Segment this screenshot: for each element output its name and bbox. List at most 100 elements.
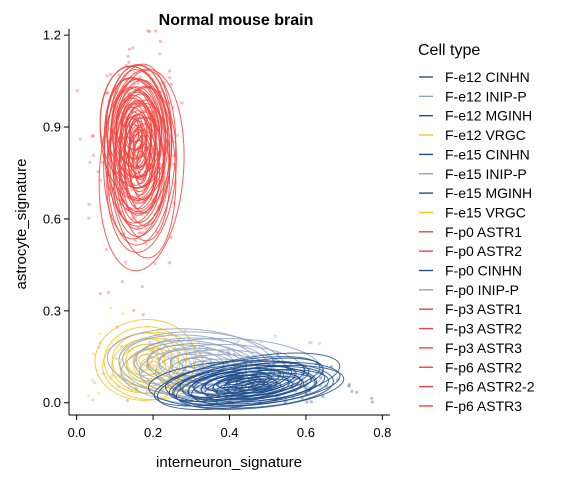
data-point	[109, 72, 113, 77]
density-contour	[215, 375, 305, 400]
density-contour	[124, 113, 152, 178]
data-point	[105, 91, 109, 95]
density-contour	[130, 144, 153, 196]
data-point	[140, 285, 144, 289]
data-point	[126, 54, 130, 59]
data-point	[180, 101, 184, 105]
data-point	[131, 46, 135, 50]
data-point	[168, 69, 172, 73]
legend-label: F-e15 VRGC	[445, 204, 526, 220]
data-point	[317, 342, 321, 346]
data-point	[169, 82, 173, 86]
legend-label: F-e15 MGINH	[445, 185, 532, 201]
data-point	[153, 261, 157, 266]
density-contour	[212, 372, 301, 397]
x-axis-title: interneuron_signature	[156, 454, 302, 471]
density-contour	[158, 349, 225, 377]
data-point	[124, 260, 128, 264]
data-point	[133, 238, 137, 242]
x-tick-label: 0.4	[220, 425, 238, 440]
data-point	[121, 312, 125, 316]
x-tick-label: 0.8	[373, 425, 391, 440]
data-point	[321, 394, 325, 399]
data-point	[120, 280, 125, 284]
data-point	[305, 400, 309, 404]
data-point	[138, 75, 142, 79]
legend-label: F-p3 ASTR2	[445, 321, 522, 337]
data-point	[350, 389, 354, 393]
density-contour	[168, 360, 306, 402]
data-point	[307, 341, 312, 345]
legend-label: F-e12 CINHN	[445, 69, 530, 85]
data-point	[91, 134, 95, 138]
data-point	[87, 216, 91, 220]
data-point	[132, 308, 136, 313]
legend-label: F-p6 ASTR2-2	[445, 379, 535, 395]
legend-label: F-p0 ASTR2	[445, 243, 522, 259]
data-point	[87, 202, 91, 206]
density-contour	[135, 155, 148, 185]
data-point	[309, 400, 313, 404]
density-contour	[181, 364, 293, 399]
data-point	[91, 153, 95, 157]
y-axis-ticks: 0.0 0.3 0.6 0.9 1.2	[43, 28, 69, 410]
legend-label: F-e15 CINHN	[445, 146, 530, 162]
density-contour	[238, 381, 282, 394]
legend-label: F-p3 ASTR3	[445, 340, 522, 356]
y-tick-label: 0.3	[43, 303, 61, 318]
data-point	[158, 39, 162, 44]
density-contour	[204, 372, 316, 403]
data-point	[129, 188, 134, 192]
data-point	[148, 340, 152, 344]
data-point	[98, 292, 102, 296]
data-point	[136, 81, 140, 85]
data-point	[97, 391, 101, 395]
legend-label: F-p6 ASTR2	[445, 359, 522, 375]
data-point	[91, 398, 95, 402]
data-point	[139, 231, 143, 235]
density-contour	[98, 68, 185, 272]
data-point	[78, 137, 82, 141]
data-point	[98, 332, 102, 336]
data-point	[141, 231, 145, 235]
data-point	[88, 160, 92, 165]
data-point	[149, 363, 153, 368]
data-point	[127, 47, 132, 51]
legend: Cell type F-e12 CINHN F-e12 INIP-P F-e12 M…	[418, 42, 535, 414]
density-contour	[113, 85, 170, 230]
density-contour	[125, 111, 143, 143]
density-contour	[103, 63, 172, 227]
legend-label: F-e12 MGINH	[445, 108, 532, 124]
data-point	[169, 235, 173, 239]
data-point	[137, 231, 141, 235]
data-point	[104, 247, 108, 252]
data-point	[108, 306, 112, 310]
density-contour	[192, 371, 290, 398]
data-point	[236, 340, 240, 344]
data-point	[127, 60, 131, 64]
density-contour	[227, 378, 293, 397]
data-point	[90, 134, 94, 138]
y-tick-label: 0.0	[43, 395, 61, 410]
x-tick-label: 0.6	[297, 425, 315, 440]
legend-label: F-e15 INIP-P	[445, 166, 527, 182]
density-contour	[217, 377, 265, 391]
legend-title: Cell type	[418, 42, 480, 59]
density-contour	[248, 383, 273, 391]
density-contour	[115, 91, 161, 200]
legend-label: F-e12 VRGC	[445, 127, 526, 143]
data-point	[175, 133, 179, 137]
data-point	[125, 398, 129, 403]
data-point	[167, 354, 171, 358]
data-point	[151, 348, 155, 352]
data-point	[187, 359, 191, 363]
data-point	[107, 290, 111, 295]
data-point	[144, 227, 148, 231]
legend-label: F-p3 ASTR1	[445, 301, 522, 317]
data-point	[146, 29, 150, 33]
data-point	[273, 334, 277, 338]
legend-items: F-e12 CINHN F-e12 INIP-P F-e12 MGINH F-e12 …	[419, 69, 535, 414]
density-contour	[148, 360, 334, 409]
